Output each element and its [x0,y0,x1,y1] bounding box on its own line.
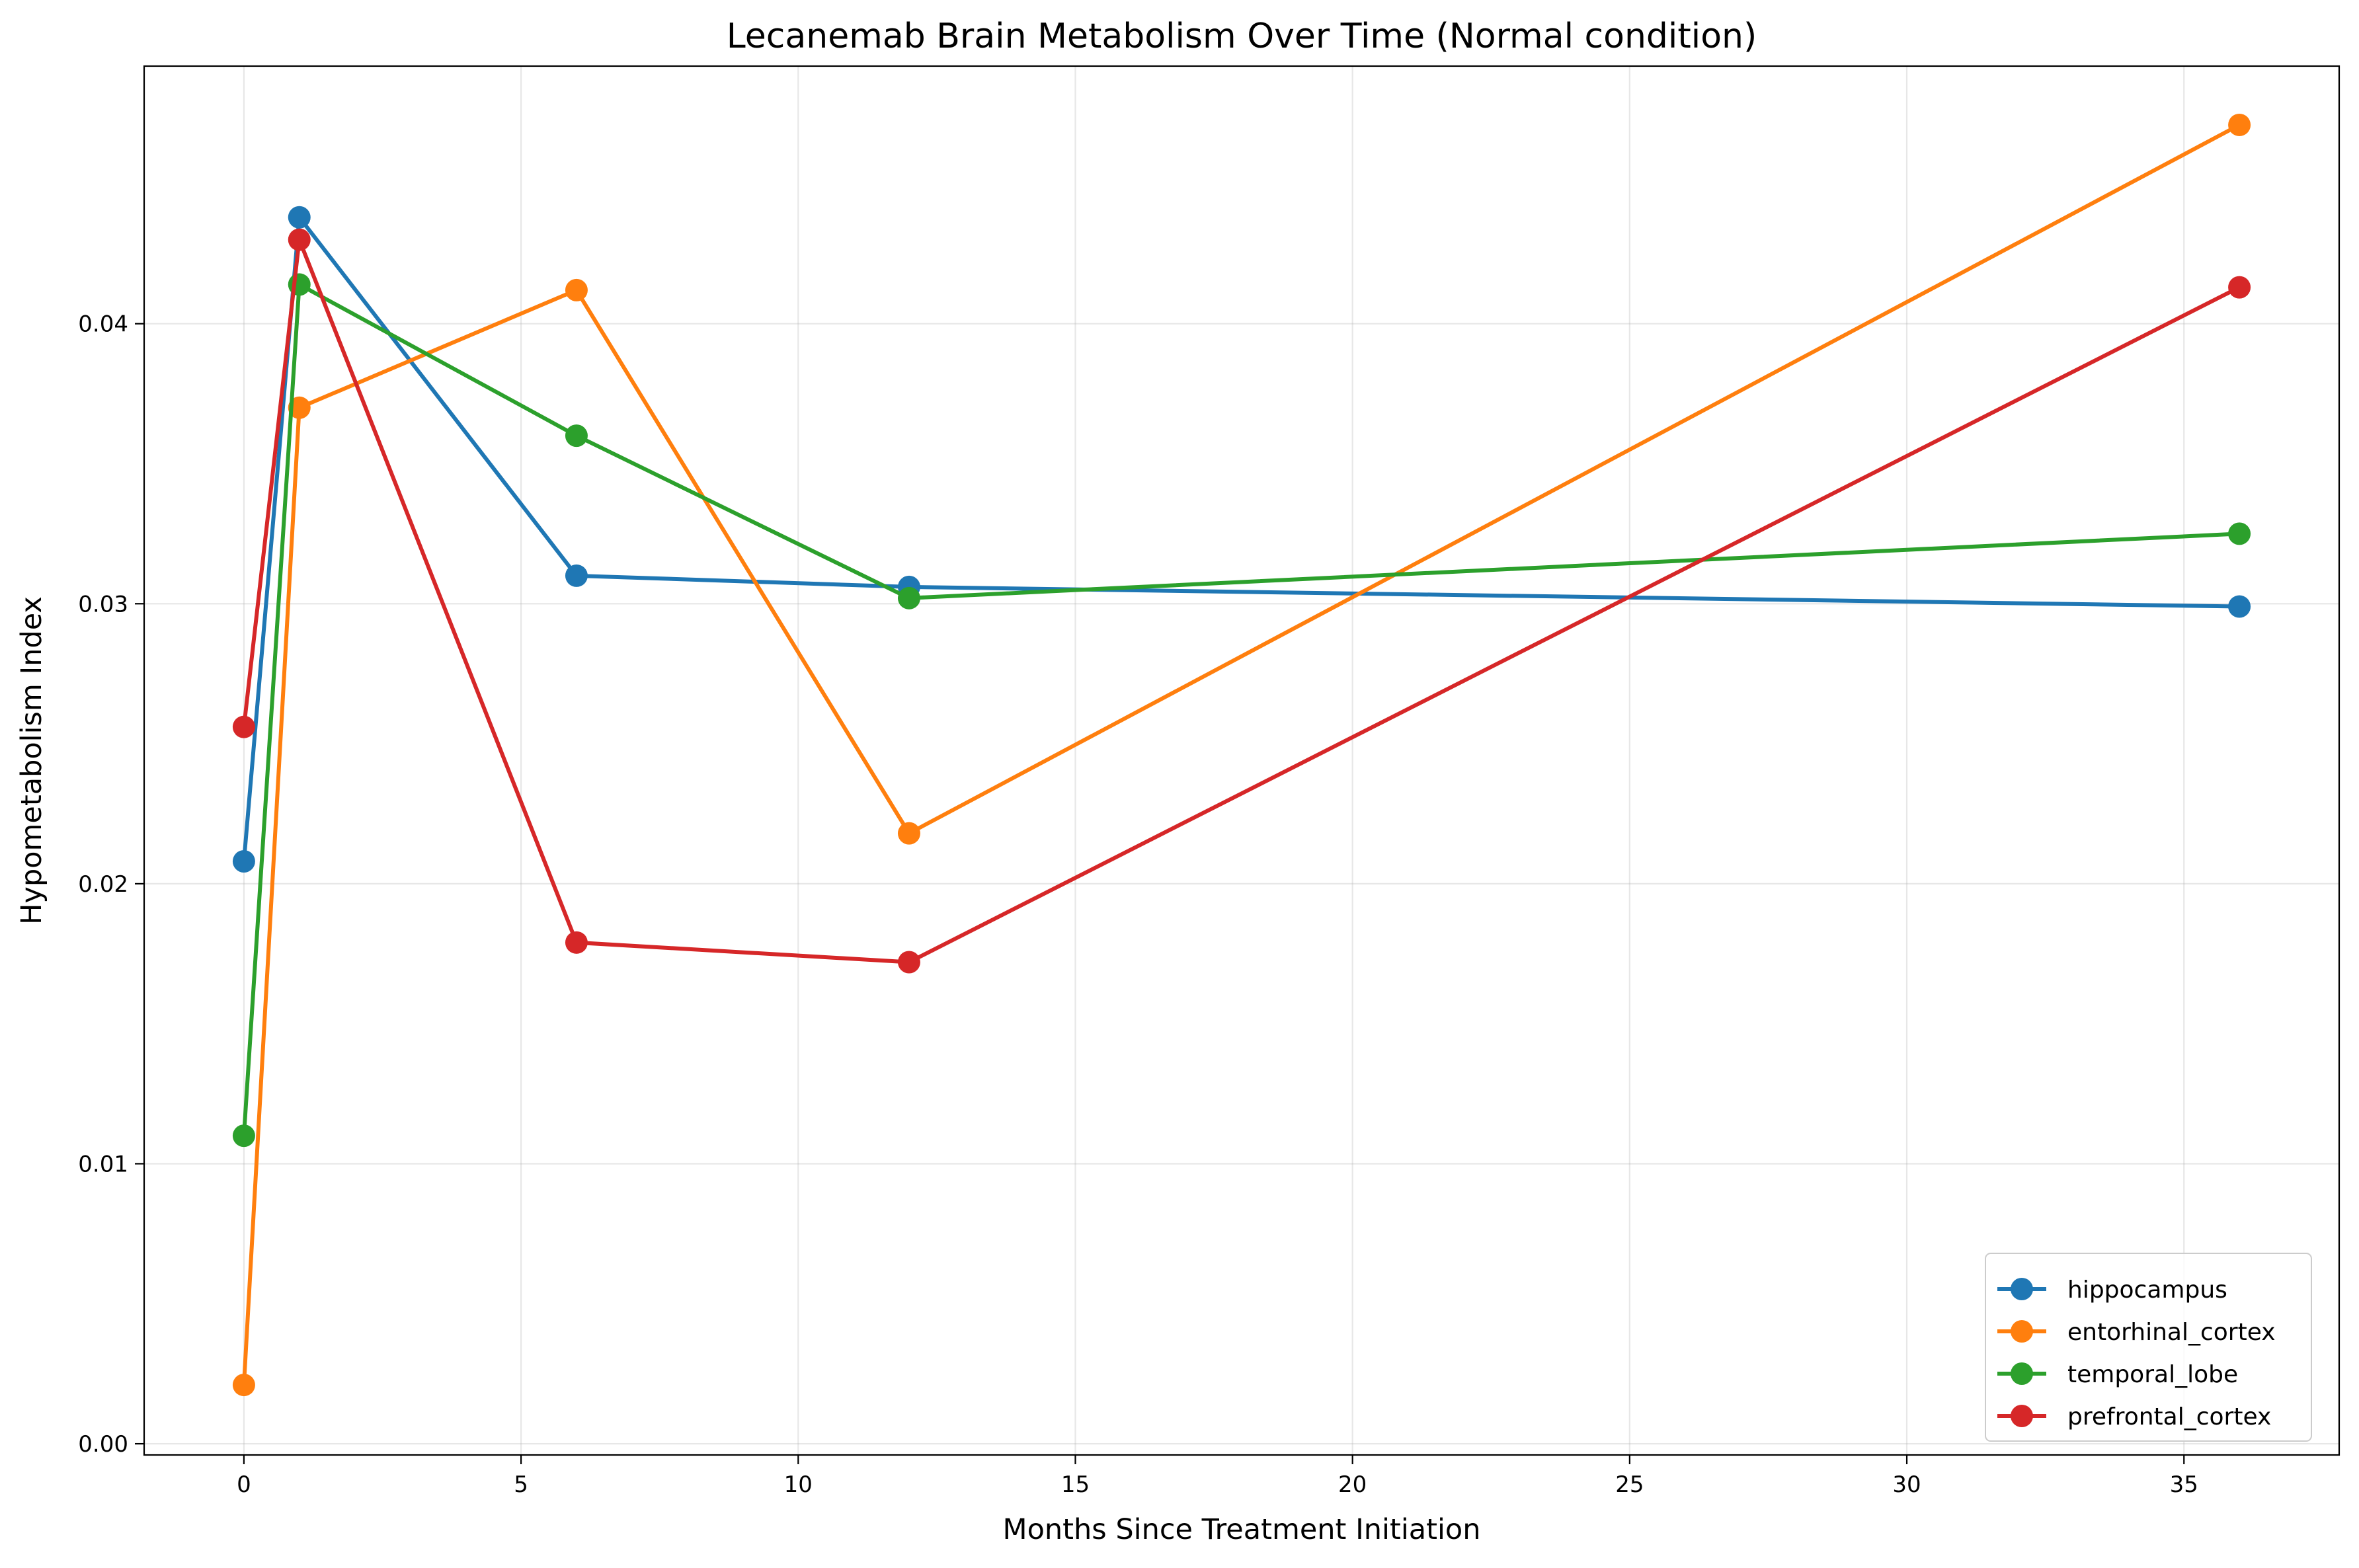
data-point [2228,276,2251,299]
y-tick-label: 0.02 [78,871,128,898]
legend-marker [2011,1362,2033,1385]
data-point [232,715,255,738]
series-prefrontal-cortex [232,228,2251,974]
x-tick-label: 15 [1061,1471,1090,1498]
legend-item: hippocampus [1997,1276,2227,1304]
y-axis-ticks: 0.00 0.01 0.02 0.03 0.04 [78,311,144,1458]
data-point [565,278,588,301]
grid [144,66,2339,1455]
legend-label: entorhinal_cortex [2067,1319,2276,1346]
data-point [232,1124,255,1148]
chart-title: Lecanemab Brain Metabolism Over Time (No… [727,17,1757,56]
x-tick-label: 20 [1338,1471,1367,1498]
plot-frame [143,65,2340,1456]
data-point [2228,522,2251,545]
series-hippocampus [232,206,2251,873]
data-point [565,931,588,954]
legend-marker [2011,1405,2033,1427]
data-point [565,564,588,587]
legend-item: temporal_lobe [1997,1361,2238,1388]
legend-box [1985,1253,2312,1442]
x-tick-label: 10 [784,1471,813,1498]
legend-item: prefrontal_cortex [1997,1403,2271,1431]
data-point [897,951,920,974]
data-point [2228,595,2251,618]
data-point [897,586,920,609]
legend-label: prefrontal_cortex [2067,1403,2271,1431]
y-tick-label: 0.01 [78,1151,128,1177]
series-layer [232,113,2251,1397]
legend-label: hippocampus [2067,1276,2227,1304]
x-axis-title: Months Since Treatment Initiation [1003,1513,1481,1546]
y-tick-label: 0.04 [78,311,128,338]
data-point [897,822,920,845]
x-tick-label: 35 [2170,1471,2198,1498]
legend: hippocampus entorhinal_cortex temporal_lob… [1985,1253,2312,1442]
x-tick-label: 30 [1892,1471,1921,1498]
x-tick-label: 0 [237,1471,251,1498]
data-point [565,424,588,448]
y-axis-title: Hypometabolism Index [15,596,48,925]
x-tick-label: 25 [1615,1471,1644,1498]
data-point [288,206,311,229]
legend-item: entorhinal_cortex [1997,1319,2276,1346]
y-tick-label: 0.03 [78,591,128,617]
legend-marker [2011,1320,2033,1343]
data-point [288,228,311,251]
data-point [2228,113,2251,136]
x-tick-label: 5 [514,1471,528,1498]
data-point [232,849,255,873]
y-tick-label: 0.00 [78,1431,128,1458]
x-axis-ticks: 0 5 10 15 20 25 30 35 [237,1455,2198,1498]
series-entorhinal-cortex [232,113,2251,1397]
legend-label: temporal_lobe [2067,1361,2238,1388]
data-point [232,1374,255,1397]
legend-marker [2011,1278,2033,1300]
data-point [288,396,311,419]
